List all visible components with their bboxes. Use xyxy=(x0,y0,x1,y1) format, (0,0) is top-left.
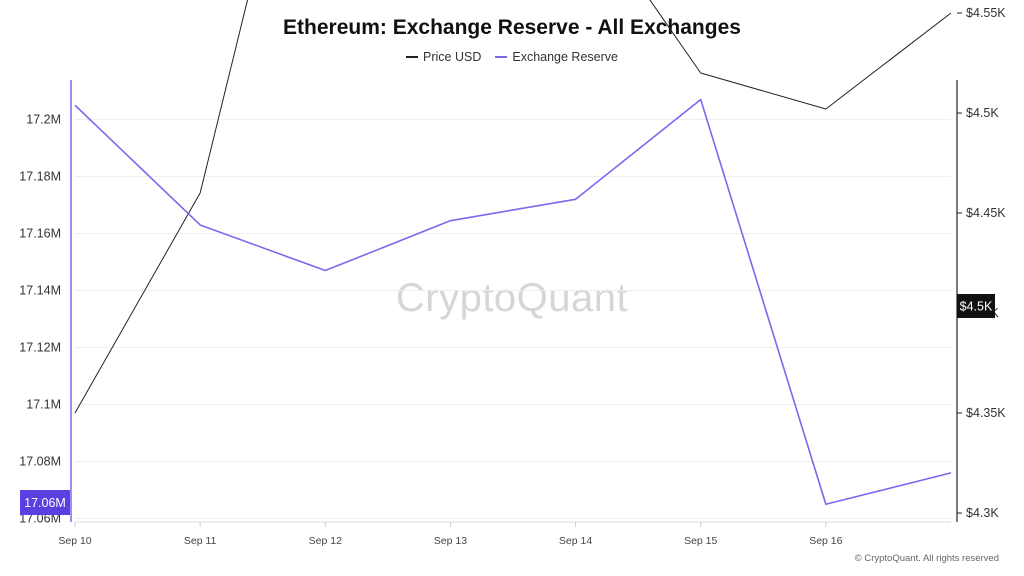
right-tick-label: $4.45K xyxy=(966,206,1006,220)
legend-item-reserve[interactable]: Exchange Reserve xyxy=(495,50,618,64)
right-tick-label: $4.5K xyxy=(966,106,999,120)
right-tick-label: $4.35K xyxy=(966,406,1006,420)
left-tick-label: 17.14M xyxy=(19,284,61,298)
legend-swatch-price xyxy=(406,56,419,58)
legend: Price USD Exchange Reserve xyxy=(0,50,1024,64)
watermark: CryptoQuant xyxy=(395,276,629,320)
right-tick-label: $4.3K xyxy=(966,506,999,520)
right-current-value-badge xyxy=(957,294,995,318)
left-tick-label: 17.2M xyxy=(26,113,61,127)
x-tick-label: Sep 12 xyxy=(309,535,342,547)
left-current-value-label: 17.06M xyxy=(24,496,66,510)
left-tick-label: 17.08M xyxy=(19,455,61,469)
series-line-exchange-reserve xyxy=(74,98,952,506)
left-tick-label: 17.1M xyxy=(26,398,61,412)
x-tick-label: Sep 15 xyxy=(684,535,717,547)
legend-item-price[interactable]: Price USD xyxy=(406,50,481,64)
x-tick-label: Sep 16 xyxy=(809,535,842,547)
copyright-text: © CryptoQuant. All rights reserved xyxy=(854,553,999,564)
left-current-value-badge xyxy=(20,490,70,515)
left-tick-label: 17.18M xyxy=(19,170,61,184)
chart-title: Ethereum: Exchange Reserve - All Exchang… xyxy=(283,16,741,39)
left-tick-label: 17.12M xyxy=(19,341,61,355)
legend-label-reserve: Exchange Reserve xyxy=(512,50,618,64)
legend-swatch-reserve xyxy=(495,56,508,58)
x-tick-label: Sep 13 xyxy=(434,535,467,547)
x-tick-label: Sep 10 xyxy=(58,535,91,547)
legend-label-price: Price USD xyxy=(423,50,482,64)
x-tick-label: Sep 14 xyxy=(559,535,592,547)
right-tick-label: $4.55K xyxy=(966,6,1006,20)
right-current-value-label: $4.5K xyxy=(960,300,993,314)
series-line-price-usd xyxy=(74,0,952,414)
x-tick-label: Sep 11 xyxy=(184,535,217,547)
left-tick-label: 17.16M xyxy=(19,227,61,241)
